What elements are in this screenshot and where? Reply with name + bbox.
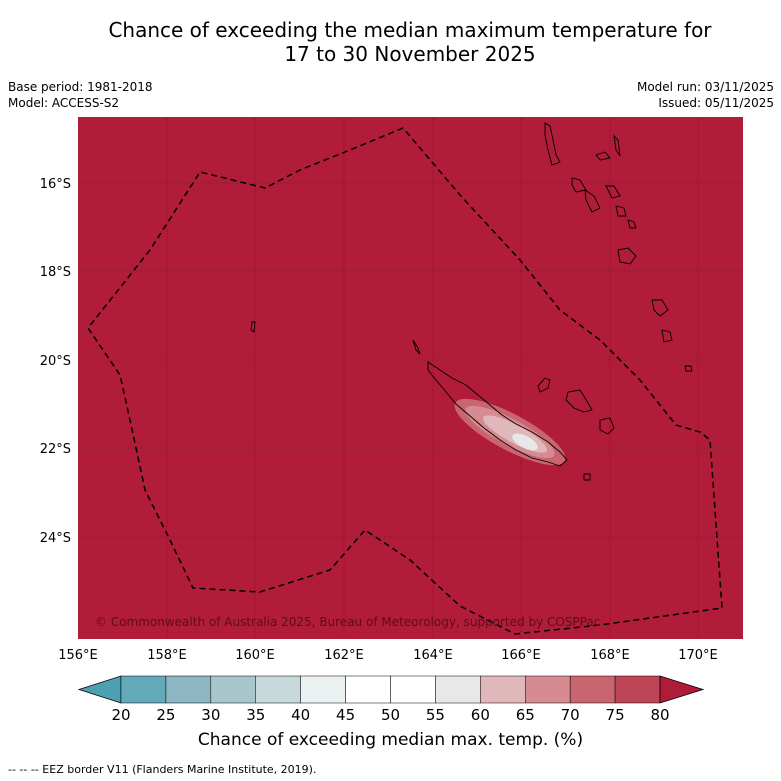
colorbar-bin: [345, 675, 391, 704]
copyright-notice: © Commonwealth of Australia 2025, Bureau…: [95, 615, 600, 629]
colorbar-tick-label: 25: [156, 706, 175, 724]
lon-label: 160°E: [235, 648, 275, 663]
colorbar-bin: [120, 675, 167, 704]
colorbar-bin: [390, 675, 436, 704]
colorbar-bin: [210, 675, 256, 704]
colorbar-bin: [525, 675, 571, 704]
meta-left: Base period: 1981-2018 Model: ACCESS-S2: [8, 79, 153, 111]
colorbar-tick-label: 40: [291, 706, 310, 724]
lat-label: 16°S: [40, 177, 71, 192]
colorbar-tick-label: 45: [336, 706, 355, 724]
issued-date: Issued: 05/11/2025: [658, 96, 774, 110]
colorbar-tick-label: 30: [201, 706, 220, 724]
model-run: Model run: 03/11/2025: [636, 80, 774, 94]
colorbar: [77, 675, 705, 704]
colorbar-bin: [480, 675, 526, 704]
lon-label: 164°E: [413, 648, 453, 663]
colorbar-under-arrow: [77, 675, 122, 704]
colorbar-tick-label: 20: [111, 706, 130, 724]
colorbar-tick-label: 55: [426, 706, 445, 724]
meta-right: Model run: 03/11/2025 Issued: 05/11/2025: [637, 79, 774, 111]
loyalty-islands: [537, 377, 551, 393]
map-area: [78, 117, 743, 639]
colorbar-tick-label: 80: [650, 706, 669, 724]
colorbar-bin: [569, 675, 616, 704]
coastlines: [250, 122, 693, 481]
model-name: Model: ACCESS-S2: [8, 96, 120, 110]
colorbar-tick-label: 35: [246, 706, 265, 724]
lon-label: 170°E: [678, 648, 718, 663]
colorbar-tick-label: 50: [381, 706, 400, 724]
vanuatu-coastline: [544, 122, 561, 166]
lon-label: 156°E: [58, 648, 98, 663]
colorbar-tick-label: 65: [516, 706, 535, 724]
lat-label: 24°S: [40, 531, 71, 546]
eez-border: [87, 127, 723, 635]
page-title: Chance of exceeding the median maximum t…: [0, 18, 781, 66]
lon-label: 166°E: [501, 648, 541, 663]
colorbar-bin: [165, 675, 212, 704]
lon-label: 168°E: [590, 648, 630, 663]
latitude-labels: 16°S 18°S 20°S 22°S 24°S: [40, 177, 71, 546]
new-caledonia-coastline: [427, 361, 568, 467]
colorbar-bin: [614, 675, 661, 704]
colorbar-title: Chance of exceeding median max. temp. (%…: [197, 730, 584, 750]
colorbar-tick-label: 75: [606, 706, 625, 724]
colorbar-over-arrow: [659, 675, 705, 704]
base-period: Base period: 1981-2018: [8, 80, 153, 94]
title-line-2: 17 to 30 November 2025: [284, 42, 536, 66]
title-line-1: Chance of exceeding the median maximum t…: [108, 18, 712, 42]
probability-patch: [454, 398, 566, 466]
colorbar-bin: [300, 675, 346, 704]
colorbar-bin: [435, 675, 481, 704]
colorbar-ticks: 20 25 30 35 40 45 50 55 60 65 70 75 80: [111, 706, 669, 724]
graticule: [78, 117, 743, 639]
longitude-labels: 156°E 158°E 160°E 162°E 164°E 166°E 168°…: [58, 648, 718, 663]
colorbar-tick-label: 70: [561, 706, 580, 724]
lat-label: 20°S: [40, 354, 71, 369]
eez-legend-note: -- -- -- EEZ border V11 (Flanders Marine…: [8, 763, 317, 776]
lat-label: 22°S: [40, 442, 71, 457]
colorbar-bin: [255, 675, 301, 704]
lon-label: 158°E: [147, 648, 187, 663]
lon-label: 162°E: [324, 648, 364, 663]
colorbar-tick-label: 60: [471, 706, 490, 724]
lat-label: 18°S: [40, 265, 71, 280]
